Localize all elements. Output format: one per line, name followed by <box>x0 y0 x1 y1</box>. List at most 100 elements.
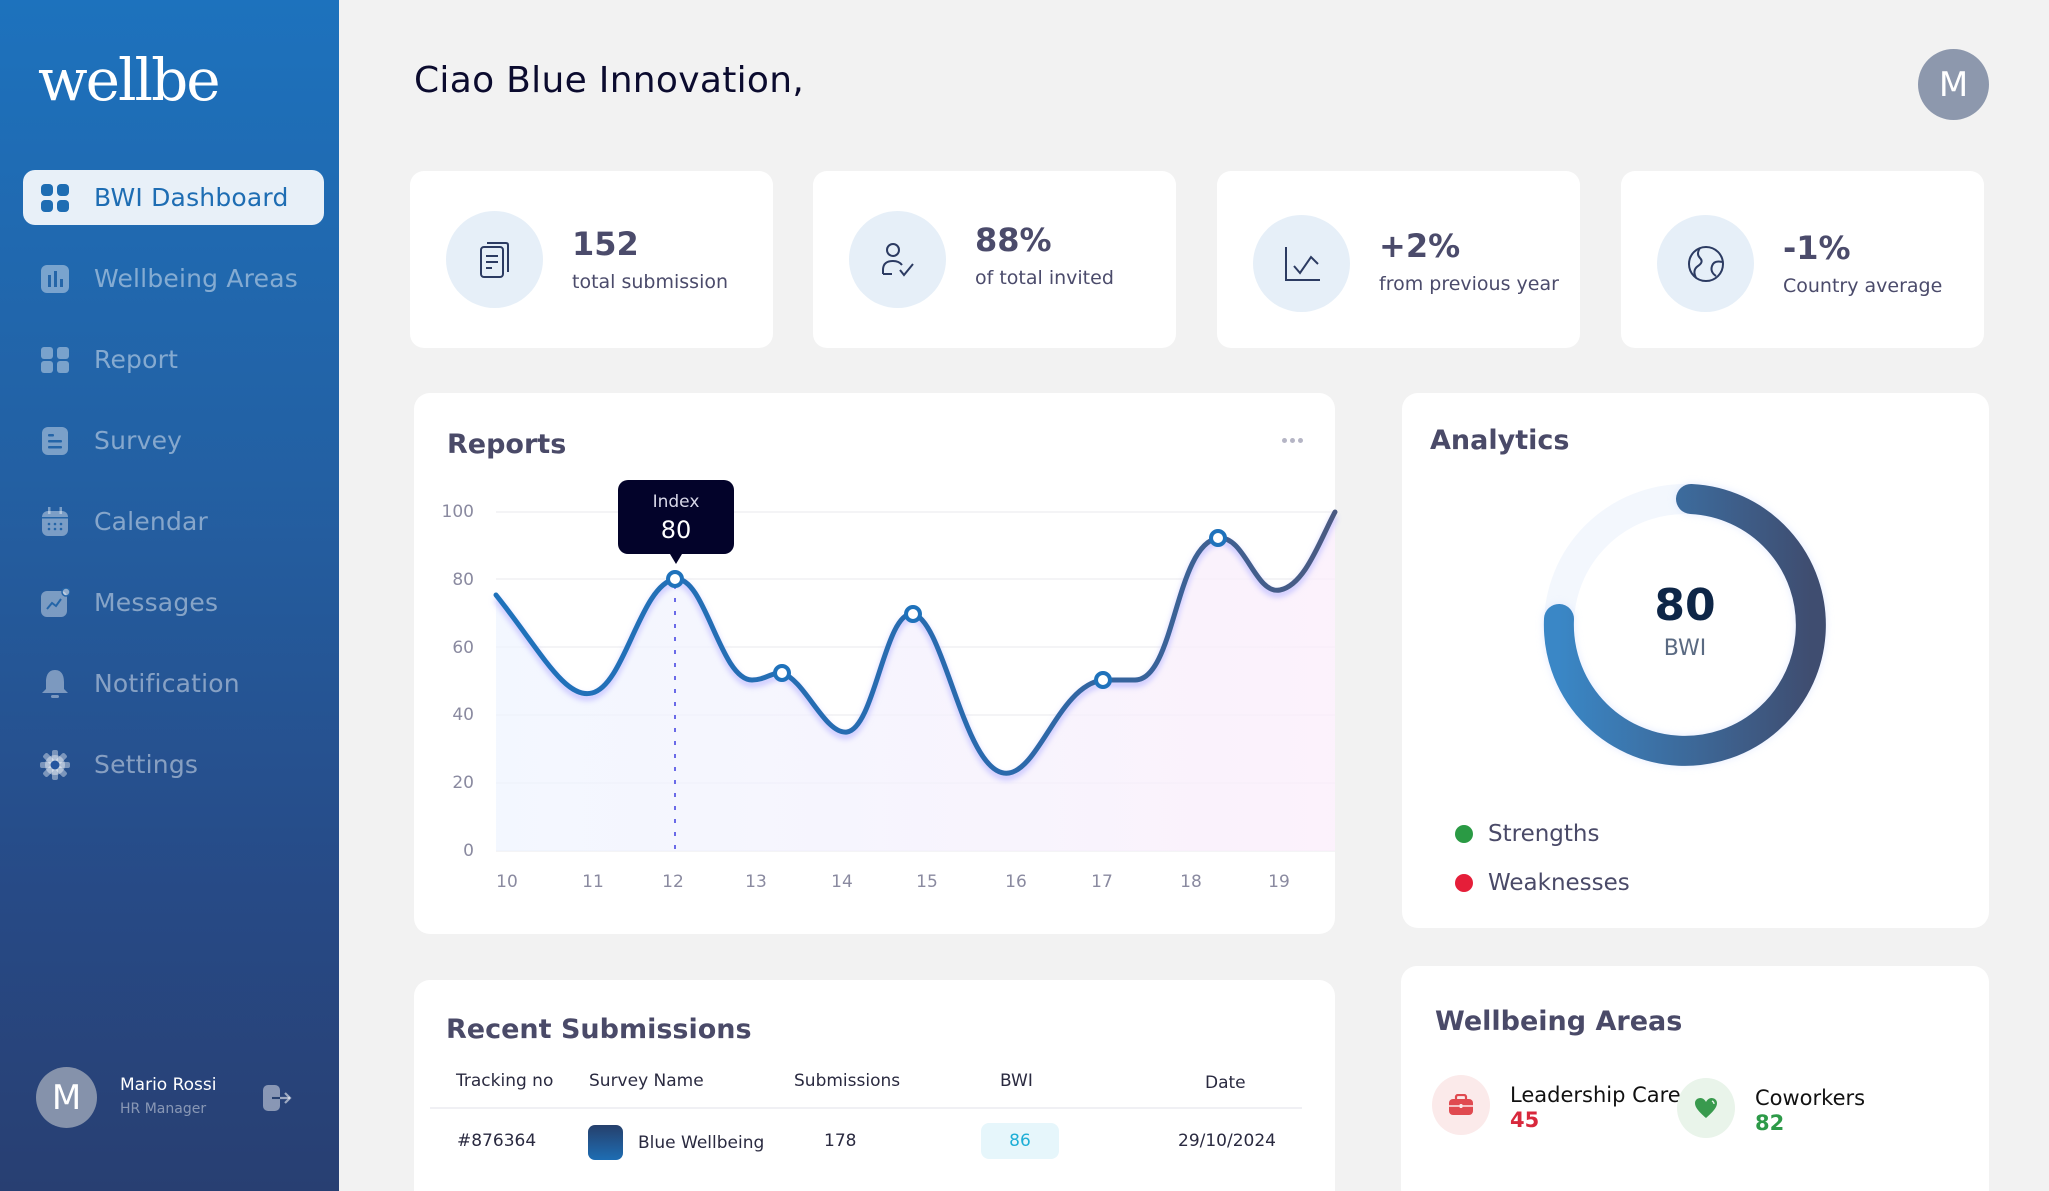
sidebar-item-label: Notification <box>94 669 240 698</box>
legend-label: Weaknesses <box>1488 870 1630 896</box>
panel-title: Reports <box>447 429 567 460</box>
calendar-icon <box>42 507 68 536</box>
column-header-survey-name[interactable]: Survey Name <box>589 1071 704 1091</box>
bwi-badge: 86 <box>981 1123 1059 1159</box>
legend-weaknesses[interactable]: Weaknesses <box>1455 870 1630 896</box>
sidebar-item-label: Wellbeing Areas <box>94 264 298 293</box>
y-tick: 60 <box>452 638 474 658</box>
x-tick: 16 <box>1005 872 1027 892</box>
stat-label: total submission <box>572 271 729 293</box>
x-tick: 15 <box>916 872 938 892</box>
sidebar-item-label: Settings <box>94 750 199 779</box>
chart-tooltip: Index 80 <box>618 480 734 564</box>
sidebar-item-calendar[interactable]: Calendar <box>23 494 324 549</box>
x-tick: 12 <box>662 872 684 892</box>
wellbeing-areas-panel: Wellbeing Areas <box>1401 966 1989 1191</box>
bar-chart-icon <box>41 265 69 293</box>
cell-submissions: 178 <box>824 1131 857 1151</box>
dot-icon <box>1298 437 1303 443</box>
column-header-bwi[interactable]: BWI <box>1000 1071 1033 1091</box>
column-header-tracking[interactable]: Tracking no <box>456 1071 554 1091</box>
stat-value: -1% <box>1783 229 1851 267</box>
line-chart-icon <box>1284 246 1320 281</box>
stat-value: 152 <box>572 225 639 263</box>
tooltip-value: 80 <box>660 516 692 544</box>
table-divider <box>430 1107 1302 1109</box>
cell-date: 29/10/2024 <box>1178 1131 1276 1151</box>
sidebar-item-label: Calendar <box>94 507 209 536</box>
stat-value: +2% <box>1379 227 1461 265</box>
logout-icon[interactable] <box>262 1084 292 1112</box>
messages-chart-icon <box>41 588 70 617</box>
globe-icon <box>1687 245 1724 282</box>
reports-panel: Reports <box>414 393 1335 934</box>
stat-card-submissions: 152 total submission <box>410 171 773 348</box>
page-title: Ciao Blue Innovation, <box>414 60 805 101</box>
header-avatar[interactable]: M <box>1918 49 1989 120</box>
y-tick: 100 <box>441 502 474 522</box>
cell-survey-name: Blue Wellbeing <box>638 1133 765 1153</box>
area-icon-bg <box>1432 1075 1490 1135</box>
survey-thumbnail <box>588 1125 623 1160</box>
sidebar-item-report[interactable]: Report <box>23 332 324 387</box>
column-header-submissions[interactable]: Submissions <box>794 1071 901 1091</box>
area-score: 45 <box>1510 1108 1540 1132</box>
user-role: HR Manager <box>120 1101 207 1117</box>
user-name: Mario Rossi <box>120 1075 217 1095</box>
legend-label: Strengths <box>1488 821 1600 847</box>
avatar[interactable]: M <box>36 1067 97 1128</box>
sidebar-item-notification[interactable]: Notification <box>23 656 324 711</box>
x-tick: 19 <box>1268 872 1290 892</box>
stat-label: Country average <box>1783 275 1943 297</box>
x-tick: 10 <box>496 872 518 892</box>
x-tick: 18 <box>1180 872 1202 892</box>
stat-icon-bg <box>849 211 946 308</box>
bwi-donut-chart <box>1543 484 1826 766</box>
x-tick: 13 <box>745 872 767 892</box>
bwi-label: BWI <box>1663 636 1707 661</box>
sidebar-item-bwi-dashboard[interactable]: BWI Dashboard <box>23 170 324 225</box>
tooltip-label: Index <box>652 492 700 512</box>
sidebar-item-settings[interactable]: Settings <box>23 737 324 792</box>
panel-title: Analytics <box>1430 425 1570 456</box>
area-score: 82 <box>1755 1111 1785 1135</box>
sidebar: wellbe BWI Dashboard Wellbeing Areas Rep… <box>0 0 339 1191</box>
dot-icon <box>1290 437 1295 443</box>
user-profile: M Mario Rossi HR Manager <box>36 1067 306 1129</box>
green-dot-icon <box>1455 825 1473 843</box>
sidebar-item-label: BWI Dashboard <box>94 183 289 212</box>
x-tick: 17 <box>1091 872 1113 892</box>
briefcase-icon <box>1449 1094 1473 1115</box>
stat-value: 88% <box>975 221 1052 259</box>
report-icon <box>41 347 69 373</box>
more-options-button[interactable] <box>1282 435 1306 445</box>
legend-strengths[interactable]: Strengths <box>1455 821 1599 847</box>
stat-card-country-average: -1% Country average <box>1621 171 1984 348</box>
column-header-date[interactable]: Date <box>1205 1073 1246 1093</box>
stat-icon-bg <box>1657 215 1754 312</box>
stat-label: of total invited <box>975 267 1114 289</box>
sidebar-item-label: Report <box>94 345 179 374</box>
recent-submissions-panel: Recent Submissions <box>414 980 1335 1191</box>
app-logo[interactable]: wellbe <box>38 46 221 114</box>
stat-card-previous-year: +2% from previous year <box>1217 171 1580 348</box>
cell-tracking: #876364 <box>457 1131 537 1151</box>
heart-icon <box>1695 1098 1717 1118</box>
document-icon <box>42 427 68 455</box>
x-tick: 14 <box>831 872 853 892</box>
x-tick: 11 <box>582 872 604 892</box>
area-icon-bg <box>1677 1078 1735 1138</box>
y-tick: 0 <box>463 841 474 861</box>
y-tick: 80 <box>452 570 474 590</box>
sidebar-item-label: Survey <box>94 426 183 455</box>
area-name: Coworkers <box>1755 1086 1866 1110</box>
user-check-icon <box>881 242 914 277</box>
sidebar-item-messages[interactable]: Messages <box>23 575 324 630</box>
bwi-value: 80 <box>1654 580 1716 631</box>
stat-icon-bg <box>446 211 543 308</box>
y-tick: 20 <box>452 773 474 793</box>
sidebar-item-wellbeing-areas[interactable]: Wellbeing Areas <box>23 251 324 306</box>
gear-icon <box>40 750 70 780</box>
sidebar-item-survey[interactable]: Survey <box>23 413 324 468</box>
stat-label: from previous year <box>1379 273 1559 295</box>
